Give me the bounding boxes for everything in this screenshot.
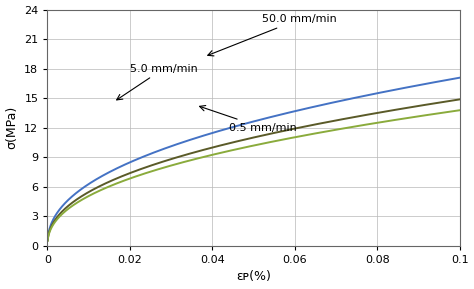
Y-axis label: σ(MPa): σ(MPa) xyxy=(6,106,18,149)
X-axis label: εᴘ(%): εᴘ(%) xyxy=(236,271,271,284)
Text: 0.5 mm/min: 0.5 mm/min xyxy=(200,105,297,133)
Text: 5.0 mm/min: 5.0 mm/min xyxy=(117,64,198,100)
Text: 50.0 mm/min: 50.0 mm/min xyxy=(208,14,337,56)
